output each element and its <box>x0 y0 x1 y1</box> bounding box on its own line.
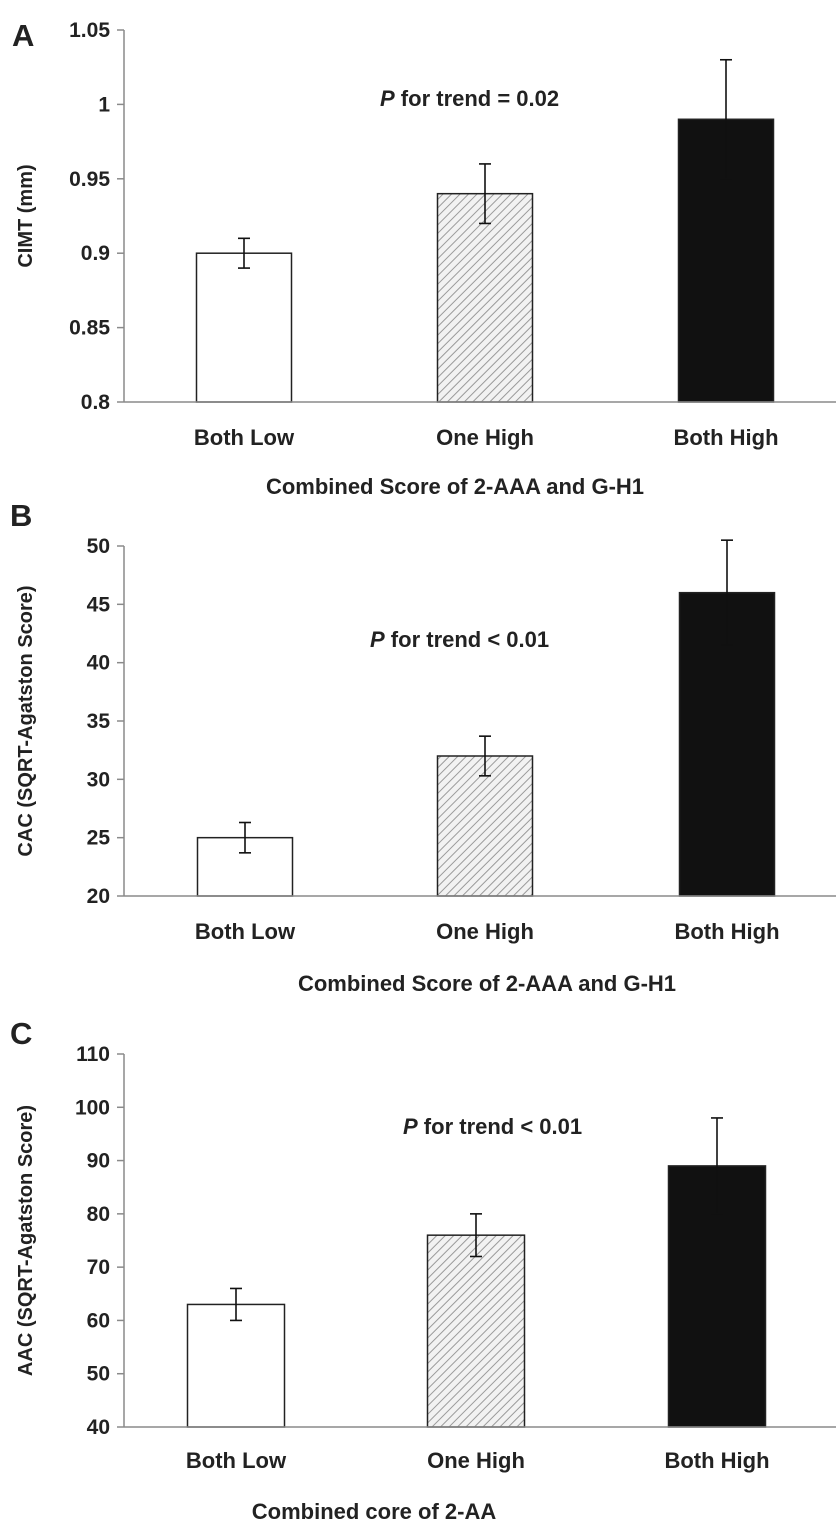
trend-annotation: P for trend = 0.02 <box>380 86 559 111</box>
y-tick-label: 35 <box>87 710 111 733</box>
y-tick-label: 45 <box>87 593 111 616</box>
bar-both-low <box>195 252 293 403</box>
y-tick-label: 0.85 <box>69 317 110 340</box>
error-bar <box>711 1117 723 1215</box>
y-tick-label: 20 <box>87 885 110 908</box>
error-bar <box>230 1287 242 1322</box>
category-label: One High <box>436 919 534 944</box>
y-tick-label: 40 <box>87 652 110 675</box>
category-label: Both High <box>664 1448 769 1473</box>
y-tick-label: 110 <box>76 1043 110 1066</box>
y-tick-label: 1 <box>98 93 110 116</box>
y-tick-label: 60 <box>87 1309 110 1332</box>
bar-both-low <box>186 1303 286 1428</box>
category-label: Both Low <box>194 425 295 450</box>
panel-letter: C <box>10 1016 32 1051</box>
y-tick-label: 0.8 <box>81 391 111 414</box>
x-axis-label: Combined Score of 2-AAA and G-H1 <box>266 474 644 499</box>
category-label: One High <box>427 1448 525 1473</box>
category-label: Both High <box>674 919 779 944</box>
category-label: Both Low <box>186 1448 287 1473</box>
y-tick-label: 30 <box>87 768 110 791</box>
error-bar <box>721 539 733 646</box>
chart-panel-c: C 40 50 60 70 80 90 100 110 Both Low One High Both … <box>10 1016 836 1522</box>
trend-annotation: P for trend < 0.01 <box>370 627 549 652</box>
error-bar <box>239 821 251 854</box>
y-axis-label: AAC (SQRT-Agatston Score) <box>15 1105 37 1376</box>
panel-letter: A <box>12 18 34 53</box>
bar-one-high <box>426 1234 526 1428</box>
category-label: Both Low <box>195 919 296 944</box>
y-tick-label: 100 <box>75 1096 110 1119</box>
x-axis-label: Combined core of 2-AA <box>252 1499 497 1522</box>
chart-panel-a: A 0.8 0.85 0.9 0.95 1 1.05 Both Low One High Both… <box>12 18 836 499</box>
error-bar <box>720 58 732 180</box>
bar-one-high <box>436 755 534 897</box>
trend-annotation: P for trend < 0.01 <box>403 1114 582 1139</box>
y-axis-label: CAC (SQRT-Agatston Score) <box>15 585 37 856</box>
y-tick-label: 0.9 <box>81 242 110 265</box>
error-bar <box>238 237 250 269</box>
y-tick-label: 1.05 <box>69 19 110 42</box>
y-axis-label: CIMT (mm) <box>15 164 37 267</box>
y-tick-label: 90 <box>87 1150 110 1173</box>
y-tick-label: 50 <box>87 535 110 558</box>
y-tick-label: 0.95 <box>69 168 110 191</box>
bar-one-high <box>436 192 534 403</box>
error-bar <box>479 735 491 777</box>
panel-letter: B <box>10 498 32 533</box>
y-tick-label: 80 <box>87 1203 110 1226</box>
x-axis-label: Combined Score of 2-AAA and G-H1 <box>298 971 676 996</box>
y-tick-label: 70 <box>87 1256 110 1279</box>
error-bar <box>470 1213 482 1258</box>
y-tick-label: 50 <box>87 1363 110 1386</box>
chart-panel-b: B 20 25 30 35 40 45 50 Both Low One High Both High… <box>10 498 836 996</box>
y-tick-label: 25 <box>87 827 111 850</box>
y-tick-label: 40 <box>87 1416 110 1439</box>
category-label: Both High <box>673 425 778 450</box>
category-label: One High <box>436 425 534 450</box>
error-bar <box>479 163 491 225</box>
